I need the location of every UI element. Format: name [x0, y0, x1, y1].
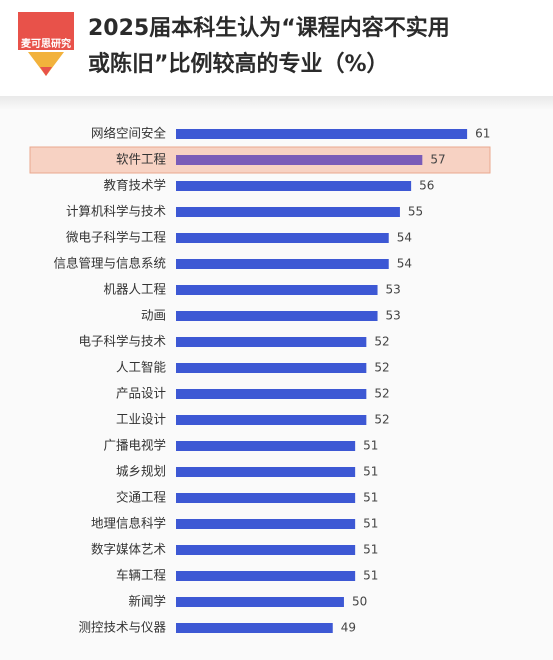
y-tick-label: 软件工程: [116, 152, 167, 167]
bar: [176, 545, 356, 555]
bar: [176, 363, 367, 373]
value-label: 56: [419, 179, 434, 193]
value-label: 49: [341, 621, 356, 635]
value-label: 53: [386, 309, 401, 323]
y-tick-label: 计算机科学与技术: [66, 204, 167, 219]
y-tick-label: 广播电视学: [103, 438, 166, 453]
value-label: 51: [363, 569, 378, 583]
bar: [176, 129, 468, 139]
y-tick-label: 工业设计: [116, 412, 166, 427]
bar: [176, 623, 333, 633]
bar: [176, 519, 356, 529]
bar: [176, 337, 367, 347]
bar: [176, 597, 344, 607]
bar: [176, 493, 356, 503]
y-tick-label: 车辆工程: [116, 568, 167, 583]
y-tick-label: 机器人工程: [103, 282, 166, 297]
y-tick-label: 微电子科学与工程: [66, 230, 167, 245]
header: [0, 0, 553, 96]
logo-text: 麦可思研究: [21, 37, 71, 50]
value-label: 55: [408, 205, 423, 219]
bar: [176, 389, 367, 399]
divider: [0, 96, 553, 110]
value-label: 53: [386, 283, 401, 297]
y-tick-label: 新闻学: [128, 594, 166, 609]
y-tick-label: 交通工程: [116, 490, 167, 505]
bar: [176, 311, 378, 321]
value-label: 50: [352, 595, 367, 609]
value-label: 51: [363, 439, 378, 453]
value-label: 54: [397, 257, 412, 271]
value-label: 51: [363, 465, 378, 479]
logo-pencil: [28, 52, 64, 76]
logo-tip: [40, 67, 52, 76]
plot: 网络空间安全 61 软件工程 57 教育技术学 56 计算机科学与技术 55 微电子科学与工程 5…: [29, 126, 491, 635]
value-label: 52: [374, 387, 389, 401]
bar: [176, 181, 412, 191]
bar: [176, 415, 367, 425]
chart-title: 或陈旧”比例较高的专业（%）: [88, 51, 389, 77]
bar: [176, 467, 356, 477]
y-tick-label: 测控技术与仪器: [78, 620, 166, 635]
y-tick-label: 教育技术学: [103, 178, 166, 193]
value-label: 57: [430, 153, 445, 167]
logo: 麦可思研究: [18, 12, 74, 76]
y-tick-label: 信息管理与信息系统: [53, 256, 166, 271]
bar: [176, 207, 400, 217]
bar: [176, 155, 423, 165]
y-tick-label: 人工智能: [116, 360, 167, 375]
value-label: 54: [397, 231, 412, 245]
value-label: 52: [374, 413, 389, 427]
value-label: 51: [363, 491, 378, 505]
y-tick-label: 网络空间安全: [91, 126, 167, 141]
bar: [176, 285, 378, 295]
y-tick-label: 动画: [141, 308, 166, 323]
logo-block: [18, 12, 74, 50]
chart-title: 2025届本科生认为“课程内容不实用: [88, 15, 450, 41]
y-tick-label: 产品设计: [116, 386, 166, 401]
y-tick-label: 数字媒体艺术: [91, 542, 167, 557]
bar: [176, 571, 356, 581]
y-tick-label: 城乡规划: [116, 464, 166, 479]
y-tick-label: 电子科学与技术: [78, 334, 166, 349]
value-label: 52: [374, 335, 389, 349]
bar: [176, 233, 389, 243]
value-label: 51: [363, 517, 378, 531]
value-label: 52: [374, 361, 389, 375]
value-label: 51: [363, 543, 378, 557]
bar: [176, 441, 356, 451]
value-label: 61: [475, 127, 490, 141]
bar: [176, 259, 389, 269]
y-tick-label: 地理信息科学: [91, 516, 166, 531]
